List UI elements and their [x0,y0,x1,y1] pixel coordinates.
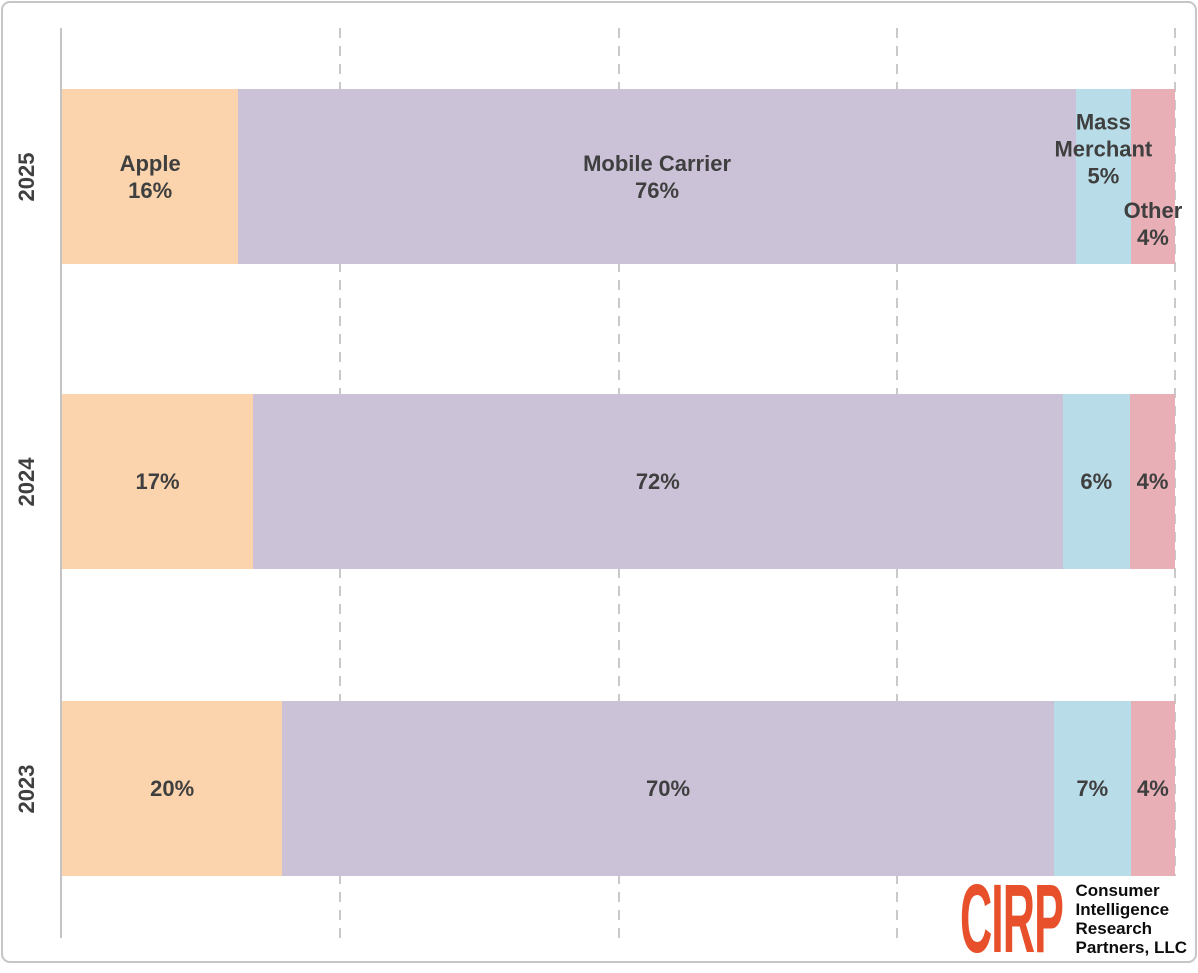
segment-label: 6% [1080,469,1113,494]
bar-segment-2025-apple: Apple 16% [62,89,239,264]
y-axis-category-label: 2023 [14,764,39,813]
cirp-logo-wordmark: CIRP [959,864,1070,973]
tagline-line: Consumer [1075,881,1160,900]
cirp-logo-text: CIRP [959,864,1064,973]
tagline-line: Partners, LLC [1075,938,1187,957]
segment-label: Other 4% [1123,197,1183,250]
bar-2025: Apple 16% Mobile Carrier 76% Mass Merchant… [62,89,1182,264]
bar-segment-2024-mobile-carrier: 72% [253,394,1063,569]
y-axis-category-label: 2025 [14,152,39,201]
segment-label: Apple 16% [119,150,181,203]
segment-label: Mass Merchant 5% [1054,109,1153,188]
x-gridline-100pct [1174,28,1176,938]
y-axis-category-label: 2024 [14,457,39,506]
bar-2024: 17% 72% 6% 4% [62,394,1175,569]
bar-segment-2024-apple: 17% [62,394,254,569]
segment-label: 4% [1137,776,1169,801]
bar-segment-2025-mass-merchant [1075,89,1131,264]
bar-segment-2023-mobile-carrier: 70% [282,701,1054,876]
segment-label: 20% [150,776,195,801]
segment-label: 17% [135,469,180,494]
bar-segment-2024-mass-merchant: 6% [1062,394,1131,569]
cirp-logo: CIRP Consumer Intelligence Research Part… [957,864,1193,973]
segment-label: 7% [1076,776,1109,801]
segment-label: 72% [635,469,680,494]
bar-segment-2023-mass-merchant: 7% [1053,701,1131,876]
tagline-line: Research [1075,919,1153,938]
tagline-line: Intelligence [1075,900,1170,919]
y-axis-line [60,28,62,938]
cirp-logo-tagline: Consumer Intelligence Research Partners,… [1076,881,1187,957]
bar-segment-2025-other [1130,89,1175,264]
segment-label: 70% [646,776,691,801]
plot-area: Apple 16% Mobile Carrier 76% Mass Merchant… [60,28,1182,938]
bar-segment-2023-apple: 20% [62,701,283,876]
segment-label: Mobile Carrier 76% [583,150,732,203]
bar-2023: 20% 70% 7% 4% [62,701,1175,876]
segment-label: 4% [1136,469,1169,494]
bar-segment-2024-other: 4% [1130,394,1175,569]
bar-segment-2023-other: 4% [1130,701,1175,876]
bar-segment-2025-mobile-carrier: Mobile Carrier 76% [238,89,1076,264]
